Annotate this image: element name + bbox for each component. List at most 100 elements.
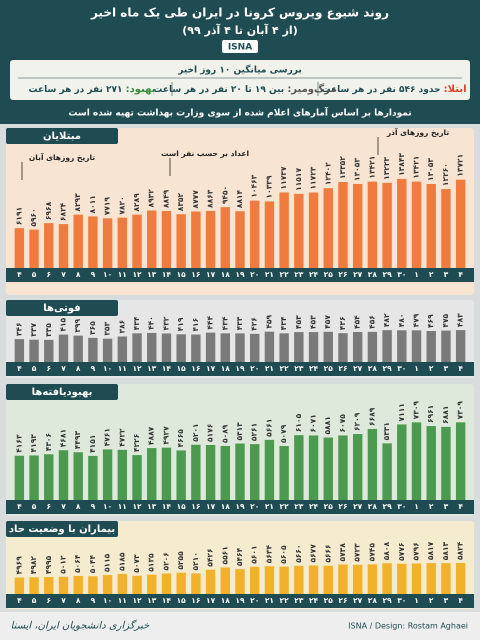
bar bbox=[29, 339, 39, 362]
x-tick-label: ۳۰ bbox=[397, 364, 406, 373]
bar bbox=[441, 189, 451, 268]
value-label: ۵۷۹۶ bbox=[412, 542, 421, 560]
bar bbox=[279, 333, 289, 362]
bar bbox=[235, 211, 245, 268]
summary-item: ابتلا: حدود ۵۴۶ نفر در هر ساعت bbox=[321, 84, 466, 95]
bar bbox=[117, 573, 128, 594]
bar bbox=[102, 218, 113, 268]
value-label: ۳۹۹ bbox=[73, 318, 82, 332]
value-label: ۱۰۳۳۹ bbox=[264, 175, 273, 198]
x-tick-label: ۱ bbox=[414, 502, 419, 511]
value-label: ۳۵۳ bbox=[103, 322, 112, 336]
summary-box bbox=[10, 60, 470, 100]
bar bbox=[441, 426, 451, 500]
bar bbox=[191, 444, 201, 500]
value-label: ۷۷۱۹ bbox=[103, 197, 112, 216]
value-label: ۵۰۶۴ bbox=[73, 554, 82, 573]
x-tick-label: ۲۲ bbox=[280, 364, 290, 373]
x-tick-label: ۲۸ bbox=[368, 502, 378, 511]
bar bbox=[73, 452, 83, 500]
bar bbox=[117, 449, 128, 500]
bar bbox=[44, 223, 54, 268]
value-label: ۵۶۰۱ bbox=[250, 545, 259, 563]
bar bbox=[250, 566, 260, 594]
value-label: ۷۳۰۹ bbox=[412, 401, 421, 420]
value-label: ۶۰۷۵ bbox=[338, 414, 347, 433]
value-label: ۳۳۵ bbox=[44, 323, 53, 337]
value-label: ۴۴۰ bbox=[147, 316, 156, 330]
x-axis-strip bbox=[6, 362, 474, 376]
x-tick-label: ۷ bbox=[61, 364, 66, 373]
value-label: ۱۳۷۲۱ bbox=[456, 154, 465, 177]
value-label: ۵۲۵۵ bbox=[176, 551, 185, 570]
x-tick-label: ۶ bbox=[46, 502, 51, 511]
value-label: ۵۶۳۴ bbox=[264, 544, 273, 563]
panel-tab bbox=[6, 300, 118, 316]
x-tick-label: ۶ bbox=[46, 596, 51, 605]
bar bbox=[411, 330, 422, 362]
value-label: ۴۵۳ bbox=[309, 315, 318, 329]
bar bbox=[102, 449, 113, 500]
x-tick-label: ۲۴ bbox=[309, 270, 319, 279]
x-tick-label: ۵ bbox=[32, 596, 37, 605]
x-tick-label: ۳۰ bbox=[397, 596, 406, 605]
value-label: ۴۱۶ bbox=[191, 318, 200, 332]
value-label: ۱۳۸۴۳ bbox=[397, 153, 406, 176]
x-tick-label: ۱۰ bbox=[103, 502, 112, 511]
value-label: ۴۵۹ bbox=[264, 315, 273, 329]
value-label: ۴۹۹۵ bbox=[44, 555, 53, 574]
summary-label: ابتلا: bbox=[444, 84, 467, 95]
bar bbox=[102, 575, 113, 594]
value-label: ۱۳۴۲۱ bbox=[367, 156, 376, 179]
value-label: ۸۲۸۹ bbox=[132, 193, 141, 212]
bar bbox=[294, 332, 304, 362]
value-label: ۵۲۰۶ bbox=[161, 552, 170, 570]
panel-tab bbox=[6, 521, 118, 537]
chart-title: فوتی‌ها bbox=[43, 303, 80, 314]
bar bbox=[102, 338, 113, 362]
summary-title: بررسی میانگین ۱۰ روز اخیر bbox=[177, 64, 301, 76]
x-tick-label: ۱۱ bbox=[118, 502, 127, 511]
summary-item: مرگ‌ومیر: بین ۱۹ تا ۲۰ نفر در هر ساعت bbox=[153, 82, 336, 95]
x-tick-label: ۴ bbox=[458, 364, 463, 373]
x-tick-label: ۹ bbox=[91, 596, 96, 605]
x-tick-label: ۳۰ bbox=[397, 502, 406, 511]
agency: خبرگزاری دانشجویان ایران، ایسنا bbox=[11, 620, 150, 632]
x-tick-label: ۴ bbox=[458, 596, 463, 605]
bar bbox=[191, 573, 201, 594]
value-label: ۵۶۷۷ bbox=[309, 544, 318, 563]
bar bbox=[455, 330, 466, 362]
value-label: ۴۹۶۹ bbox=[14, 556, 23, 575]
annotation: تاریخ روزهای آبان bbox=[29, 152, 95, 162]
bar bbox=[88, 455, 98, 500]
x-tick-label: ۴ bbox=[17, 270, 22, 279]
bar bbox=[323, 188, 333, 268]
bar bbox=[352, 564, 363, 594]
x-tick-label: ۲۰ bbox=[250, 502, 259, 511]
bar bbox=[176, 572, 186, 594]
value-label: ۴۳۴ bbox=[279, 316, 288, 330]
summary-label: مرگ‌ومیر: bbox=[287, 82, 336, 95]
bar bbox=[220, 333, 230, 362]
bar bbox=[29, 577, 39, 594]
x-tick-label: ۹ bbox=[91, 502, 96, 511]
value-label: ۴۵۶ bbox=[367, 315, 376, 329]
x-axis-strip bbox=[6, 268, 474, 282]
bar bbox=[132, 214, 142, 268]
x-tick-label: ۱۹ bbox=[235, 364, 245, 373]
value-label: ۸۳۵۲ bbox=[176, 193, 185, 212]
value-label: ۷۳۰۹ bbox=[456, 401, 465, 420]
value-label: ۴۷۲۲ bbox=[117, 428, 126, 447]
panel-tab bbox=[6, 384, 118, 400]
bar bbox=[220, 445, 230, 500]
bar bbox=[205, 445, 216, 500]
bar bbox=[29, 229, 39, 268]
footer-bg bbox=[0, 612, 480, 640]
x-tick-label: ۱۳ bbox=[147, 364, 157, 373]
bar bbox=[352, 183, 363, 268]
value-label: ۷۸۲۰ bbox=[117, 196, 126, 214]
bar bbox=[308, 435, 319, 500]
bar bbox=[338, 182, 348, 268]
value-label: ۴۵۳ bbox=[294, 315, 303, 329]
value-label: ۷۱۱۱ bbox=[397, 403, 406, 421]
